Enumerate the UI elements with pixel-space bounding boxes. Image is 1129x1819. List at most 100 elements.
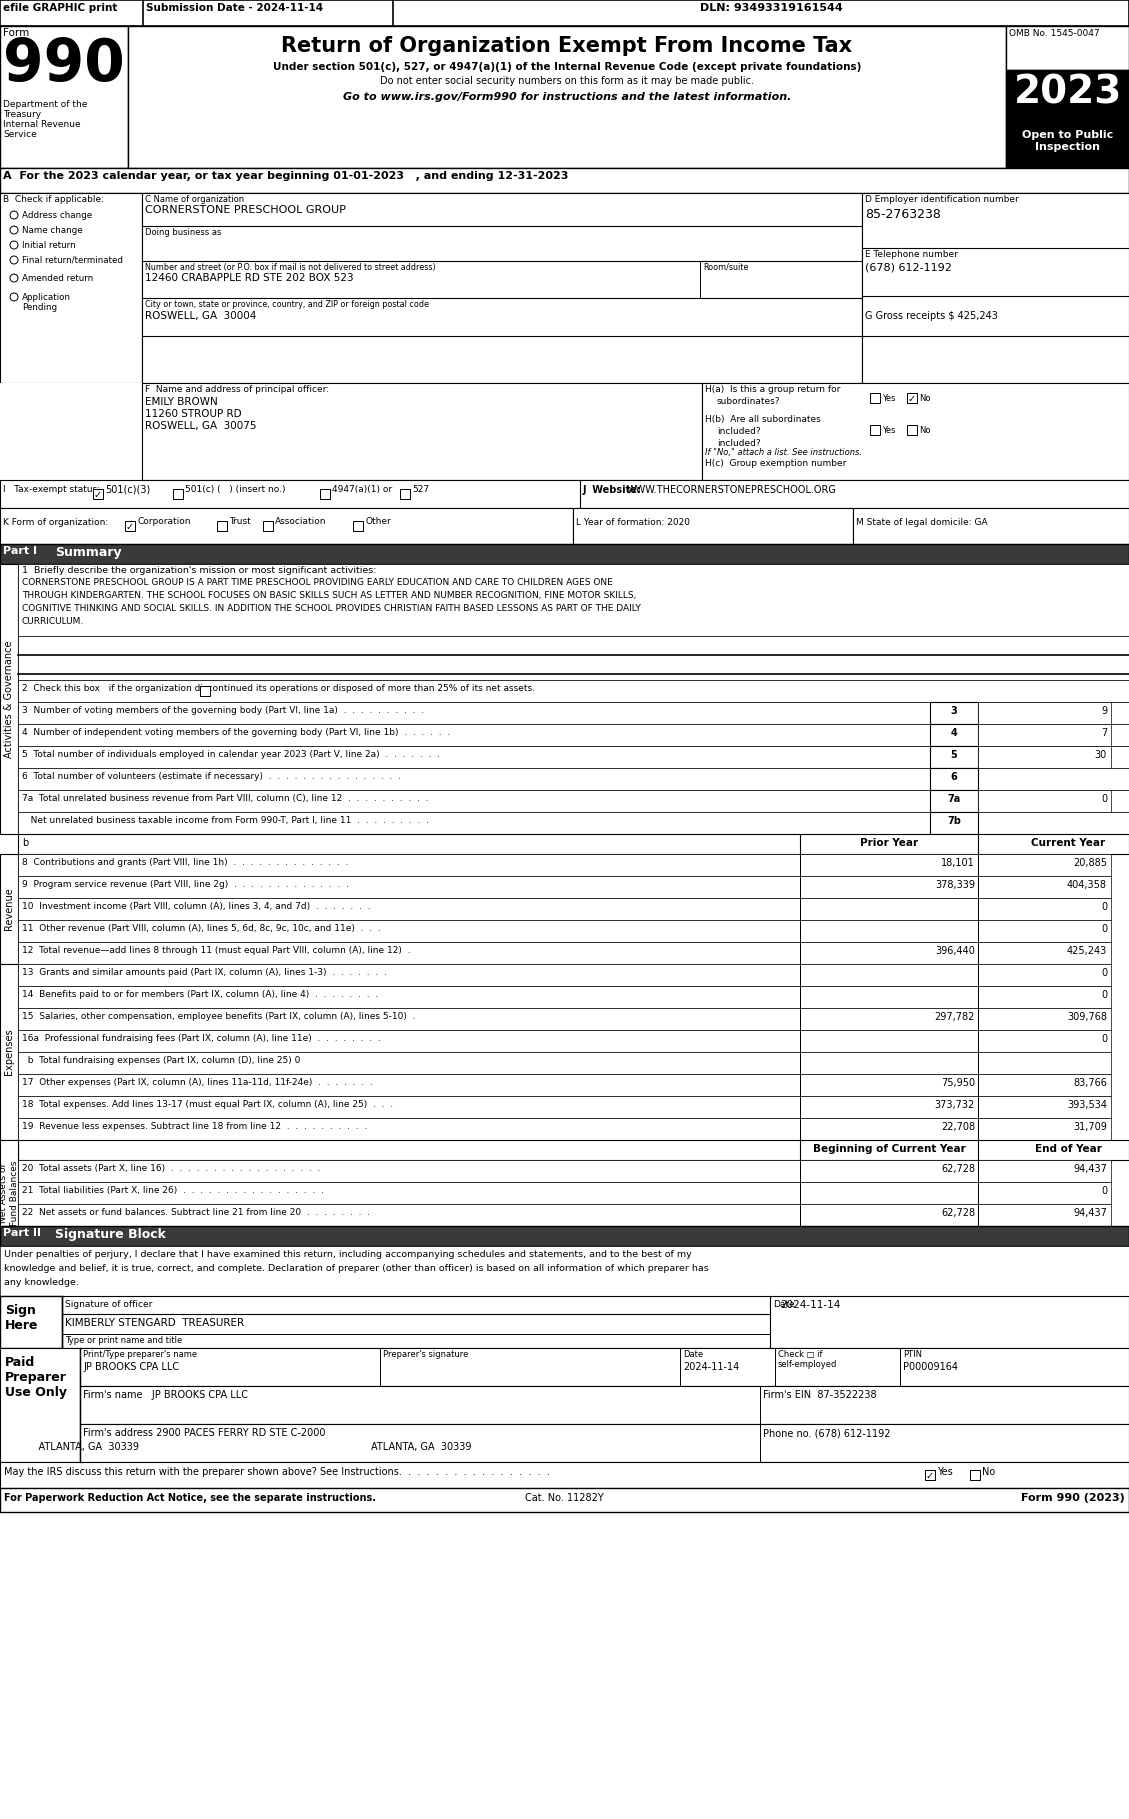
Text: KIMBERLY STENGARD  TREASURER: KIMBERLY STENGARD TREASURER [65,1319,244,1328]
Text: Check □ if
self-employed: Check □ if self-employed [778,1350,838,1370]
Text: E Telephone number: E Telephone number [865,249,957,258]
Text: Yes: Yes [937,1466,953,1477]
Bar [18,1097,800,1119]
Bar [970,1470,980,1481]
Bar [930,768,978,789]
Text: included?: included? [717,438,761,447]
Circle shape [10,240,18,249]
Text: knowledge and belief, it is true, correct, and complete. Declaration of preparer: knowledge and belief, it is true, correc… [5,1264,709,1273]
Text: PTIN: PTIN [903,1350,922,1359]
Text: For Paperwork Reduction Act Notice, see the separate instructions.: For Paperwork Reduction Act Notice, see … [5,1493,376,1502]
Text: 2023: 2023 [1014,75,1122,113]
Text: City or town, state or province, country, and ZIP or foreign postal code: City or town, state or province, country… [145,300,429,309]
Text: ✓: ✓ [126,522,134,531]
Text: P00009164: P00009164 [903,1362,959,1372]
Text: 20,885: 20,885 [1073,859,1108,868]
Bar [18,1008,800,1030]
Text: If "No," attach a list. See instructions.: If "No," attach a list. See instructions… [704,447,863,457]
Text: Expenses: Expenses [5,1030,14,1075]
Text: 0: 0 [1101,924,1108,933]
Text: B  Check if applicable:: B Check if applicable: [3,195,104,204]
Text: 9  Program service revenue (Part VIII, line 2g)  .  .  .  .  .  .  .  .  .  .  .: 9 Program service revenue (Part VIII, li… [21,880,349,889]
Text: 527: 527 [412,486,429,495]
Text: b  Total fundraising expenses (Part IX, column (D), line 25) 0: b Total fundraising expenses (Part IX, c… [21,1057,300,1064]
Text: C Name of organization: C Name of organization [145,195,244,204]
Text: Amended return: Amended return [21,275,94,284]
Bar [0,1295,62,1348]
Bar [978,1204,1111,1226]
Text: Submission Date - 2024-11-14: Submission Date - 2024-11-14 [146,4,323,13]
Bar [18,1119,800,1141]
Bar [80,1424,1129,1462]
Text: 0: 0 [1101,1186,1108,1197]
Text: End of Year: End of Year [1034,1144,1102,1153]
Text: b: b [21,839,28,848]
Text: 13  Grants and similar amounts paid (Part IX, column (A), lines 1-3)  .  .  .  .: 13 Grants and similar amounts paid (Part… [21,968,387,977]
Bar [978,724,1111,746]
Bar [930,811,978,833]
Text: Form: Form [3,27,29,38]
Bar [800,1008,978,1030]
Bar [978,964,1111,986]
Bar [978,789,1111,811]
Text: 11260 STROUP RD: 11260 STROUP RD [145,409,242,418]
Text: Net Assets or
Fund Balances: Net Assets or Fund Balances [0,1161,19,1226]
Text: 7b: 7b [947,817,961,826]
Text: No: No [919,426,930,435]
Text: 94,437: 94,437 [1074,1208,1108,1219]
Bar [854,508,1129,544]
Text: 7a: 7a [947,795,961,804]
Circle shape [10,293,18,300]
Text: Form 990 (2023): Form 990 (2023) [1022,1493,1124,1502]
Bar [978,1051,1111,1073]
Text: JP BROOKS CPA LLC: JP BROOKS CPA LLC [84,1362,180,1372]
Bar [0,853,18,964]
Text: 20  Total assets (Part X, line 16)  .  .  .  .  .  .  .  .  .  .  .  .  .  .  . : 20 Total assets (Part X, line 16) . . . … [21,1164,321,1173]
Bar [18,768,1129,789]
Bar [18,564,1129,637]
Text: 12460 CRABAPPLE RD STE 202 BOX 523: 12460 CRABAPPLE RD STE 202 BOX 523 [145,273,353,284]
Bar [800,942,978,964]
Bar [574,508,854,544]
Bar [18,1030,800,1051]
Bar [0,1141,18,1226]
Text: 0: 0 [1101,902,1108,911]
Bar [128,25,1006,167]
Text: Association: Association [275,517,326,526]
Bar [217,520,227,531]
Bar [978,1119,1111,1141]
Text: Activities & Governance: Activities & Governance [5,640,14,759]
Bar [978,746,1111,768]
Text: CORNERSTONE PRESCHOOL GROUP: CORNERSTONE PRESCHOOL GROUP [145,206,345,215]
Bar [18,899,800,920]
Text: CORNERSTONE PRESCHOOL GROUP IS A PART TIME PRESCHOOL PROVIDING EARLY EDUCATION A: CORNERSTONE PRESCHOOL GROUP IS A PART TI… [21,578,613,588]
Text: 1  Briefly describe the organization's mission or most significant activities:: 1 Briefly describe the organization's mi… [21,566,376,575]
Text: subordinates?: subordinates? [717,397,780,406]
Text: Signature of officer: Signature of officer [65,1301,152,1310]
Bar [978,1073,1111,1097]
Text: L Year of formation: 2020: L Year of formation: 2020 [576,518,690,528]
Text: Current Year: Current Year [1031,839,1105,848]
Bar [978,1030,1111,1051]
Text: 18  Total expenses. Add lines 13-17 (must equal Part IX, column (A), line 25)  .: 18 Total expenses. Add lines 13-17 (must… [21,1100,393,1110]
Text: COGNITIVE THINKING AND SOCIAL SKILLS. IN ADDITION THE SCHOOL PROVIDES CHRISTIAN : COGNITIVE THINKING AND SOCIAL SKILLS. IN… [21,604,641,613]
Text: Date: Date [683,1350,703,1359]
Text: 0: 0 [1101,990,1108,1000]
Text: 17  Other expenses (Part IX, column (A), lines 11a-11d, 11f-24e)  .  .  .  .  . : 17 Other expenses (Part IX, column (A), … [21,1079,373,1088]
Text: ATLANTA, GA  30339: ATLANTA, GA 30339 [371,1442,472,1452]
Text: Cat. No. 11282Y: Cat. No. 11282Y [525,1493,603,1502]
Bar [0,1295,1129,1348]
Text: 3  Number of voting members of the governing body (Part VI, line 1a)  .  .  .  .: 3 Number of voting members of the govern… [21,706,425,715]
Text: Under section 501(c), 527, or 4947(a)(1) of the Internal Revenue Code (except pr: Under section 501(c), 527, or 4947(a)(1)… [273,62,861,73]
Text: Signature Block: Signature Block [55,1228,166,1241]
Text: 18,101: 18,101 [942,859,975,868]
Bar [800,1119,978,1141]
Text: 309,768: 309,768 [1067,1011,1108,1022]
Text: 31,709: 31,709 [1074,1122,1108,1131]
Bar [0,1246,1129,1295]
Text: 5: 5 [951,749,957,760]
Bar [978,853,1111,877]
Bar [978,899,1111,920]
Bar [907,426,917,435]
Text: Corporation: Corporation [137,517,191,526]
